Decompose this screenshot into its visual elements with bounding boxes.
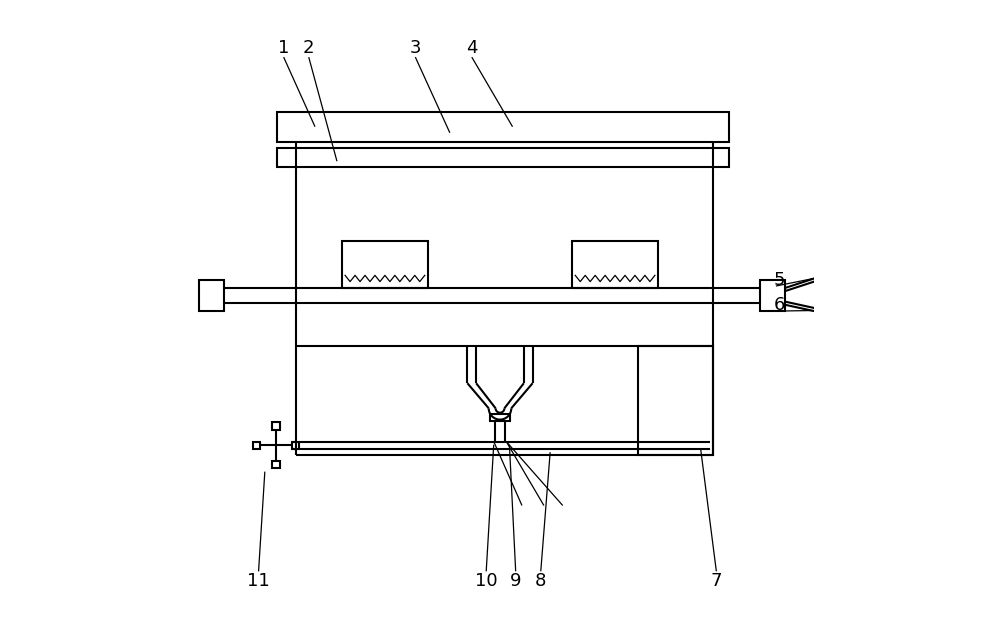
Text: 11: 11 bbox=[247, 572, 270, 590]
Bar bbox=[342, 241, 428, 288]
Text: 9: 9 bbox=[510, 572, 521, 590]
Text: 3: 3 bbox=[410, 38, 421, 56]
Bar bbox=[277, 148, 729, 167]
Text: 8: 8 bbox=[535, 572, 546, 590]
Text: 7: 7 bbox=[711, 572, 722, 590]
Text: 1: 1 bbox=[278, 38, 289, 56]
Bar bbox=[760, 279, 785, 311]
Text: 10: 10 bbox=[475, 572, 498, 590]
Bar bbox=[490, 413, 510, 421]
Bar bbox=[572, 241, 658, 288]
Bar bbox=[277, 112, 729, 142]
Bar bbox=[199, 279, 224, 311]
Bar bbox=[272, 461, 280, 469]
Text: 2: 2 bbox=[303, 38, 314, 56]
Bar bbox=[292, 442, 299, 449]
Bar bbox=[253, 442, 260, 449]
Bar bbox=[638, 345, 713, 455]
Bar bbox=[272, 422, 280, 429]
Text: 5: 5 bbox=[773, 271, 785, 288]
Text: 4: 4 bbox=[466, 38, 478, 56]
Text: 6: 6 bbox=[773, 296, 785, 314]
